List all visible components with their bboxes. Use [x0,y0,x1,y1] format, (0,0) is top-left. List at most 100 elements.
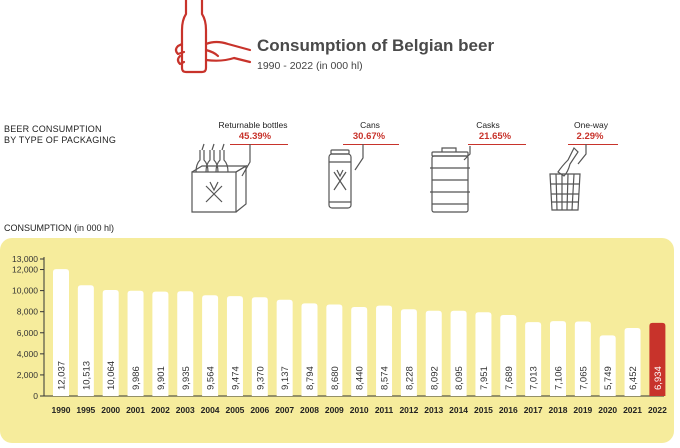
packaging-section-label-line1: BEER CONSUMPTION [4,124,102,134]
bar [475,312,492,396]
packaging-item-cans: Cans 30.67% [325,120,415,215]
x-tick-label: 2022 [648,405,667,415]
bar [574,321,591,396]
bar-value-label: 9,474 [230,366,241,390]
bar [301,303,318,396]
bar-value-label: 10,513 [81,361,92,390]
packaging-percent: 21.65% [478,131,512,142]
beer-cask-icon [430,146,471,213]
packaging-item-casks: Casks 21.65% [428,120,548,215]
bar-value-label: 9,370 [255,366,266,390]
header-illustration [172,0,252,80]
chart-title: Consumption of Belgian beer [257,36,495,55]
bar [376,305,393,396]
bar-value-label: 9,901 [156,366,167,390]
bar [226,296,243,396]
y-axis-title: CONSUMPTION (in 000 hl) [4,223,115,233]
x-tick-label: 2001 [126,405,145,415]
bar-value-label: 7,065 [578,366,589,390]
x-tick-label: 2020 [598,405,617,415]
bar-value-label: 5,749 [603,366,614,390]
packaging-name: Casks [476,120,500,130]
x-tick-label: 2021 [623,405,642,415]
y-tick-label: 13,000 [12,254,38,264]
x-tick-label: 2012 [399,405,418,415]
x-tick-label: 1990 [52,405,71,415]
packaging-section-label-line2: BY TYPE OF PACKAGING [4,135,117,145]
x-tick-label: 2007 [275,405,294,415]
bar [202,295,219,396]
x-tick-label: 2017 [524,405,543,415]
bar [351,307,368,396]
bar-value-label: 7,013 [529,366,540,390]
packaging-percent: 2.29% [576,131,604,142]
packaging-name: Returnable bottles [218,120,288,130]
bar [251,297,268,396]
packaging-name: One-way [573,120,608,130]
packaging-percent: 30.67% [352,131,386,142]
bar [450,310,467,396]
x-tick-label: 2013 [424,405,443,415]
bar-value-label: 9,935 [181,366,192,390]
x-tick-label: 2010 [350,405,369,415]
y-tick-label: 8,000 [17,307,39,317]
packaging-name: Cans [360,120,380,130]
x-tick-label: 2011 [375,405,394,415]
x-tick-label: 2005 [225,405,244,415]
bar [152,291,169,396]
bar-value-label: 6,934 [653,366,664,390]
bar [127,290,144,396]
bar-value-label: 7,951 [479,366,490,390]
x-tick-label: 2002 [151,405,170,415]
bar-value-label: 9,986 [131,366,142,390]
bar-value-label: 9,564 [206,366,217,390]
y-tick-label: 0 [33,391,38,401]
x-tick-label: 2008 [300,405,319,415]
one-way-bottle-basket-icon [549,144,587,211]
y-tick-label: 4,000 [17,349,39,359]
packaging-percent: 45.39% [238,131,272,142]
x-tick-label: 2019 [573,405,592,415]
packaging-item-returnable-bottles: Returnable bottles 45.39% [190,120,300,215]
bar-value-label: 7,106 [554,366,565,390]
x-tick-label: 2016 [499,405,518,415]
bar [177,291,194,396]
bar [102,289,119,396]
chart-subtitle: 1990 - 2022 (in 000 hl) [257,60,363,72]
bar [599,335,616,396]
bar [525,322,542,396]
bar-value-label: 6,452 [628,366,639,390]
y-tick-label: 12,000 [12,265,38,275]
percent-underline [230,144,288,145]
x-tick-label: 2015 [474,405,493,415]
bar-value-label: 8,680 [330,366,341,390]
y-tick-label: 2,000 [17,370,39,380]
x-tick-label: 2018 [549,405,568,415]
percent-underline [468,144,526,145]
bar-value-label: 12,037 [57,361,68,390]
x-tick-label: 2000 [101,405,120,415]
beer-can-icon [328,144,364,209]
x-tick-label: 1995 [76,405,95,415]
bar [276,299,293,396]
bar [550,321,566,396]
bar-value-label: 8,574 [380,366,391,390]
x-tick-label: 2003 [176,405,195,415]
bar [500,314,517,396]
bar-value-label: 7,689 [504,366,515,390]
bar [326,304,343,396]
bar [400,309,417,396]
y-tick-label: 10,000 [12,286,38,296]
x-tick-label: 2014 [449,405,468,415]
returnable-bottle-crate-icon [191,143,251,213]
bar-value-label: 8,228 [404,366,415,390]
x-tick-label: 2009 [325,405,344,415]
bar-value-label: 8,440 [355,366,366,390]
hand-holding-bottle-icon [174,0,252,74]
bar [624,328,641,396]
bar [53,269,69,396]
packaging-section-label: BEER CONSUMPTION BY TYPE OF PACKAGING [4,124,116,146]
x-tick-label: 2004 [201,405,220,415]
chart-panel: 13,000 12,000 10,000 8,000 6,000 4,000 2,000 0 1… [0,238,674,443]
bar-value-label: 8,794 [305,366,316,390]
